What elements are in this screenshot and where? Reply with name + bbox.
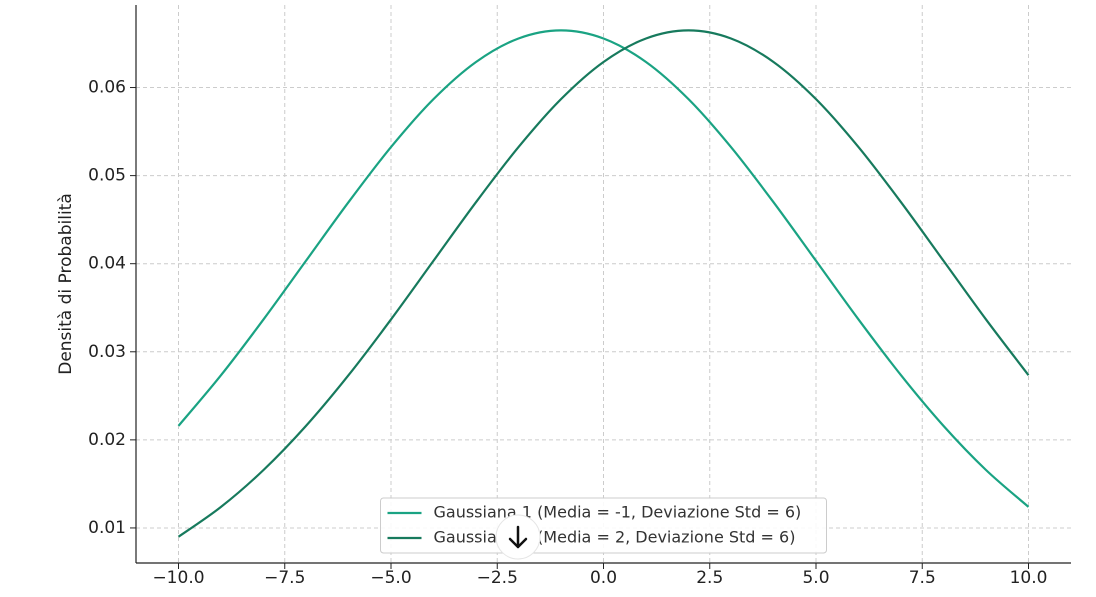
arrow-icon [508,525,528,549]
x-tick-label: 10.0 [1010,568,1048,588]
y-tick-label: 0.05 [88,166,126,186]
y-tick-label: 0.06 [88,78,126,98]
scroll-down-button[interactable] [495,514,541,560]
y-axis-label: Densità di Probabilità [56,193,76,375]
legend: Gaussiana 1 (Media = -1, Deviazione Std … [380,497,827,554]
legend-label: Gaussiana 2 (Media = 2, Deviazione Std =… [434,528,796,547]
legend-label: Gaussiana 1 (Media = -1, Deviazione Std … [434,503,802,522]
x-tick-label: −2.5 [477,568,518,588]
line-series [177,29,1030,508]
x-tick-label: 5.0 [802,568,829,588]
y-tick-label: 0.04 [88,254,126,274]
x-tick-label: −5.0 [370,568,411,588]
legend-box [380,497,827,554]
y-tick-label: 0.01 [88,518,126,538]
x-tick-label: 0.0 [590,568,617,588]
x-tick-label: −10.0 [152,568,204,588]
x-tick-label: −7.5 [264,568,305,588]
x-tick-label: 2.5 [696,568,723,588]
line-series [177,29,1030,538]
y-tick-label: 0.02 [88,430,126,450]
x-tick-label: 7.5 [909,568,936,588]
y-tick-label: 0.03 [88,342,126,362]
